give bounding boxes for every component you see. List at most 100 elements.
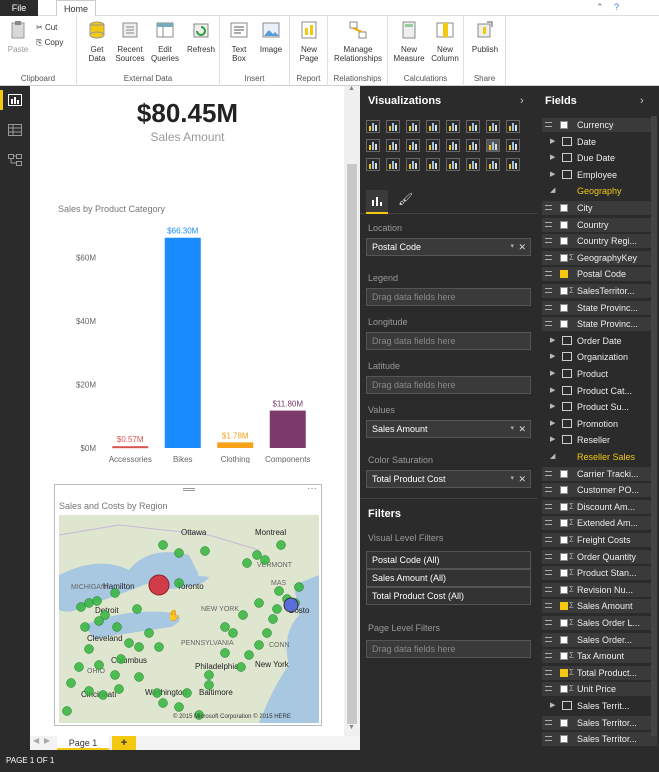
map-bubble[interactable] bbox=[276, 540, 286, 550]
map-bubble[interactable] bbox=[260, 555, 270, 565]
map-bubble[interactable] bbox=[134, 672, 144, 682]
drag-grip-icon[interactable] bbox=[545, 736, 552, 742]
field-item[interactable]: Currency bbox=[542, 118, 657, 132]
map-bubble[interactable] bbox=[84, 686, 94, 696]
viz-donut-icon[interactable] bbox=[426, 158, 440, 171]
map-bubble[interactable] bbox=[84, 598, 94, 608]
map-bubble[interactable] bbox=[62, 706, 72, 716]
canvas-scrollbar[interactable]: ▲ ▼ bbox=[344, 85, 360, 736]
drag-grip-icon[interactable] bbox=[545, 321, 552, 327]
drag-grip-icon[interactable] bbox=[545, 221, 552, 227]
viz-pie-icon[interactable] bbox=[466, 139, 480, 152]
map-bubble[interactable] bbox=[110, 670, 120, 680]
scroll-up-arrow[interactable]: ▲ bbox=[348, 85, 355, 92]
table-item[interactable]: ▶ Sales Territ... bbox=[542, 699, 657, 713]
relationships-view-icon[interactable] bbox=[8, 154, 22, 166]
cut-button[interactable]: ✂ Cut bbox=[36, 22, 57, 34]
collapsed-arrow-icon[interactable]: ▶ bbox=[550, 403, 556, 411]
chevron-down-icon[interactable]: ▾ bbox=[510, 243, 514, 250]
field-item[interactable]: Σ Order Quantity bbox=[542, 549, 657, 564]
map-bubble[interactable] bbox=[254, 640, 264, 650]
field-checkbox[interactable] bbox=[560, 320, 568, 329]
map-bubble[interactable] bbox=[94, 660, 104, 670]
map-bubble[interactable] bbox=[254, 598, 264, 608]
map-bubble[interactable] bbox=[268, 614, 278, 624]
map-drag-handle[interactable] bbox=[183, 488, 195, 491]
manage-relationships-button[interactable]: Manage Relationships bbox=[330, 20, 386, 63]
field-checkbox[interactable] bbox=[560, 668, 568, 677]
field-item[interactable]: State Provinc... bbox=[542, 317, 657, 332]
field-item[interactable]: Country Regi... bbox=[542, 234, 657, 249]
bar-bikes[interactable] bbox=[164, 237, 201, 448]
drag-grip-icon[interactable] bbox=[545, 553, 552, 559]
field-item[interactable]: Σ Total Product... bbox=[542, 665, 657, 680]
drag-grip-icon[interactable] bbox=[545, 470, 552, 476]
map-bubble[interactable] bbox=[204, 680, 214, 690]
drag-grip-icon[interactable] bbox=[545, 586, 552, 592]
chevron-down-icon[interactable]: ▾ bbox=[510, 475, 514, 482]
field-checkbox[interactable] bbox=[560, 569, 568, 578]
refresh-button[interactable]: Refresh bbox=[185, 20, 217, 54]
field-item[interactable]: Σ Product Stan... bbox=[542, 566, 657, 581]
collapsed-arrow-icon[interactable]: ▶ bbox=[550, 386, 556, 394]
field-item[interactable]: Σ Sales Order L... bbox=[542, 616, 657, 630]
drag-grip-icon[interactable] bbox=[545, 254, 552, 260]
map-bubble[interactable] bbox=[144, 628, 154, 638]
map-bubble[interactable] bbox=[94, 616, 104, 626]
table-item[interactable]: ▶ Due Date bbox=[542, 151, 657, 165]
drag-grip-icon[interactable] bbox=[545, 620, 552, 625]
field-checkbox[interactable] bbox=[560, 519, 568, 528]
viz-ribbon-icon[interactable] bbox=[406, 139, 420, 152]
well-drop-longitude[interactable]: Drag data fields here bbox=[366, 332, 531, 350]
table-item[interactable]: ▶ Reseller bbox=[542, 433, 657, 447]
table-item[interactable]: ▶ Product Su... bbox=[542, 400, 657, 414]
viz-clustered-bar-icon[interactable] bbox=[406, 120, 420, 133]
viz-funnel-icon[interactable] bbox=[406, 158, 420, 171]
map-bubble[interactable] bbox=[154, 642, 164, 652]
map-bubble[interactable] bbox=[158, 698, 168, 708]
collapsed-arrow-icon[interactable]: ▶ bbox=[550, 170, 556, 178]
field-item[interactable]: Postal Code bbox=[542, 267, 657, 282]
field-item[interactable]: Sales Order... bbox=[542, 632, 657, 647]
map-bubble[interactable] bbox=[252, 550, 262, 560]
well-drop-location[interactable]: Postal Code ▾ ✕ bbox=[366, 238, 531, 256]
table-item[interactable]: ▶ Order Date bbox=[542, 334, 657, 348]
field-item[interactable]: Customer PO... bbox=[542, 483, 657, 498]
drag-grip-icon[interactable] bbox=[545, 487, 552, 493]
field-item[interactable]: Σ SalesTerritor... bbox=[542, 284, 657, 298]
viz-stacked-bar-icon[interactable] bbox=[366, 120, 380, 133]
field-checkbox[interactable] bbox=[560, 220, 568, 229]
map-bubble[interactable] bbox=[220, 622, 230, 632]
map-bubble[interactable] bbox=[112, 622, 122, 632]
new-page-button[interactable]: New Page bbox=[294, 20, 324, 63]
map-bubble[interactable] bbox=[182, 688, 192, 698]
field-checkbox[interactable] bbox=[560, 303, 568, 312]
viz-card-icon[interactable] bbox=[466, 158, 480, 171]
field-item[interactable]: Country bbox=[542, 217, 657, 232]
map-visual[interactable]: ··· Sales and Costs by Region Ottawa Mont… bbox=[54, 483, 322, 726]
viz-line-stacked-icon[interactable] bbox=[386, 139, 400, 152]
map-bubble[interactable] bbox=[66, 678, 76, 688]
data-view-icon[interactable] bbox=[8, 124, 22, 136]
map-bubble[interactable] bbox=[244, 650, 254, 660]
minimize-ribbon-icon[interactable]: ⌃ bbox=[596, 2, 604, 12]
remove-field-icon[interactable]: ✕ bbox=[518, 242, 526, 252]
well-drop-color-saturation[interactable]: Total Product Cost ▾ ✕ bbox=[366, 470, 531, 488]
field-checkbox[interactable] bbox=[560, 287, 568, 295]
table-item[interactable]: ▶ Organization bbox=[542, 350, 657, 364]
well-drop-legend[interactable]: Drag data fields here bbox=[366, 288, 531, 306]
map-bubble[interactable] bbox=[76, 602, 86, 612]
field-item[interactable]: Carrier Tracki... bbox=[542, 466, 657, 481]
well-drop-latitude[interactable]: Drag data fields here bbox=[366, 376, 531, 394]
map-bubble[interactable] bbox=[238, 610, 248, 620]
drag-grip-icon[interactable] bbox=[545, 636, 552, 642]
publish-button[interactable]: Publish bbox=[468, 20, 502, 54]
collapsed-arrow-icon[interactable]: ▶ bbox=[550, 702, 556, 709]
field-item[interactable]: Σ GeographyKey bbox=[542, 250, 657, 265]
expanded-arrow-icon[interactable]: ◢ bbox=[550, 187, 556, 195]
field-item[interactable]: Σ Sales Amount bbox=[542, 599, 657, 614]
well-drop-values[interactable]: Sales Amount ▾ ✕ bbox=[366, 420, 531, 438]
page-nav-prev-icon[interactable]: ◀ bbox=[33, 736, 40, 745]
report-view-icon[interactable] bbox=[8, 94, 22, 106]
drag-grip-icon[interactable] bbox=[545, 570, 552, 576]
